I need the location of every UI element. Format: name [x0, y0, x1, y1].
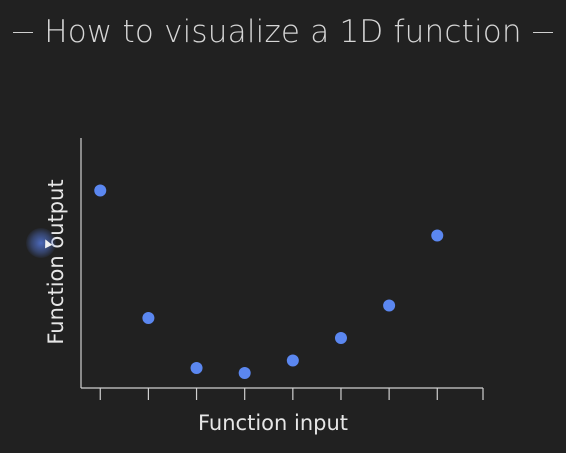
- axes: [80, 138, 483, 389]
- y-axis-label: Function output: [44, 179, 68, 344]
- cursor-highlight: [26, 228, 56, 258]
- data-points: [94, 184, 444, 379]
- data-point-6: [334, 332, 347, 344]
- data-point-4: [238, 367, 251, 379]
- x-axis-label: Function input: [198, 411, 348, 435]
- title-rule-left: [13, 31, 34, 33]
- data-point-8: [431, 229, 444, 242]
- data-point-5: [286, 354, 299, 367]
- title-row: How to visualize a 1D function: [0, 10, 566, 54]
- x-ticks: [99, 388, 484, 400]
- data-point-7: [383, 299, 396, 312]
- chart-title: How to visualize a 1D function: [44, 14, 522, 50]
- data-point-2: [142, 312, 155, 324]
- data-point-1: [94, 184, 107, 197]
- title-rule-right: [532, 31, 553, 33]
- data-point-3: [190, 362, 203, 374]
